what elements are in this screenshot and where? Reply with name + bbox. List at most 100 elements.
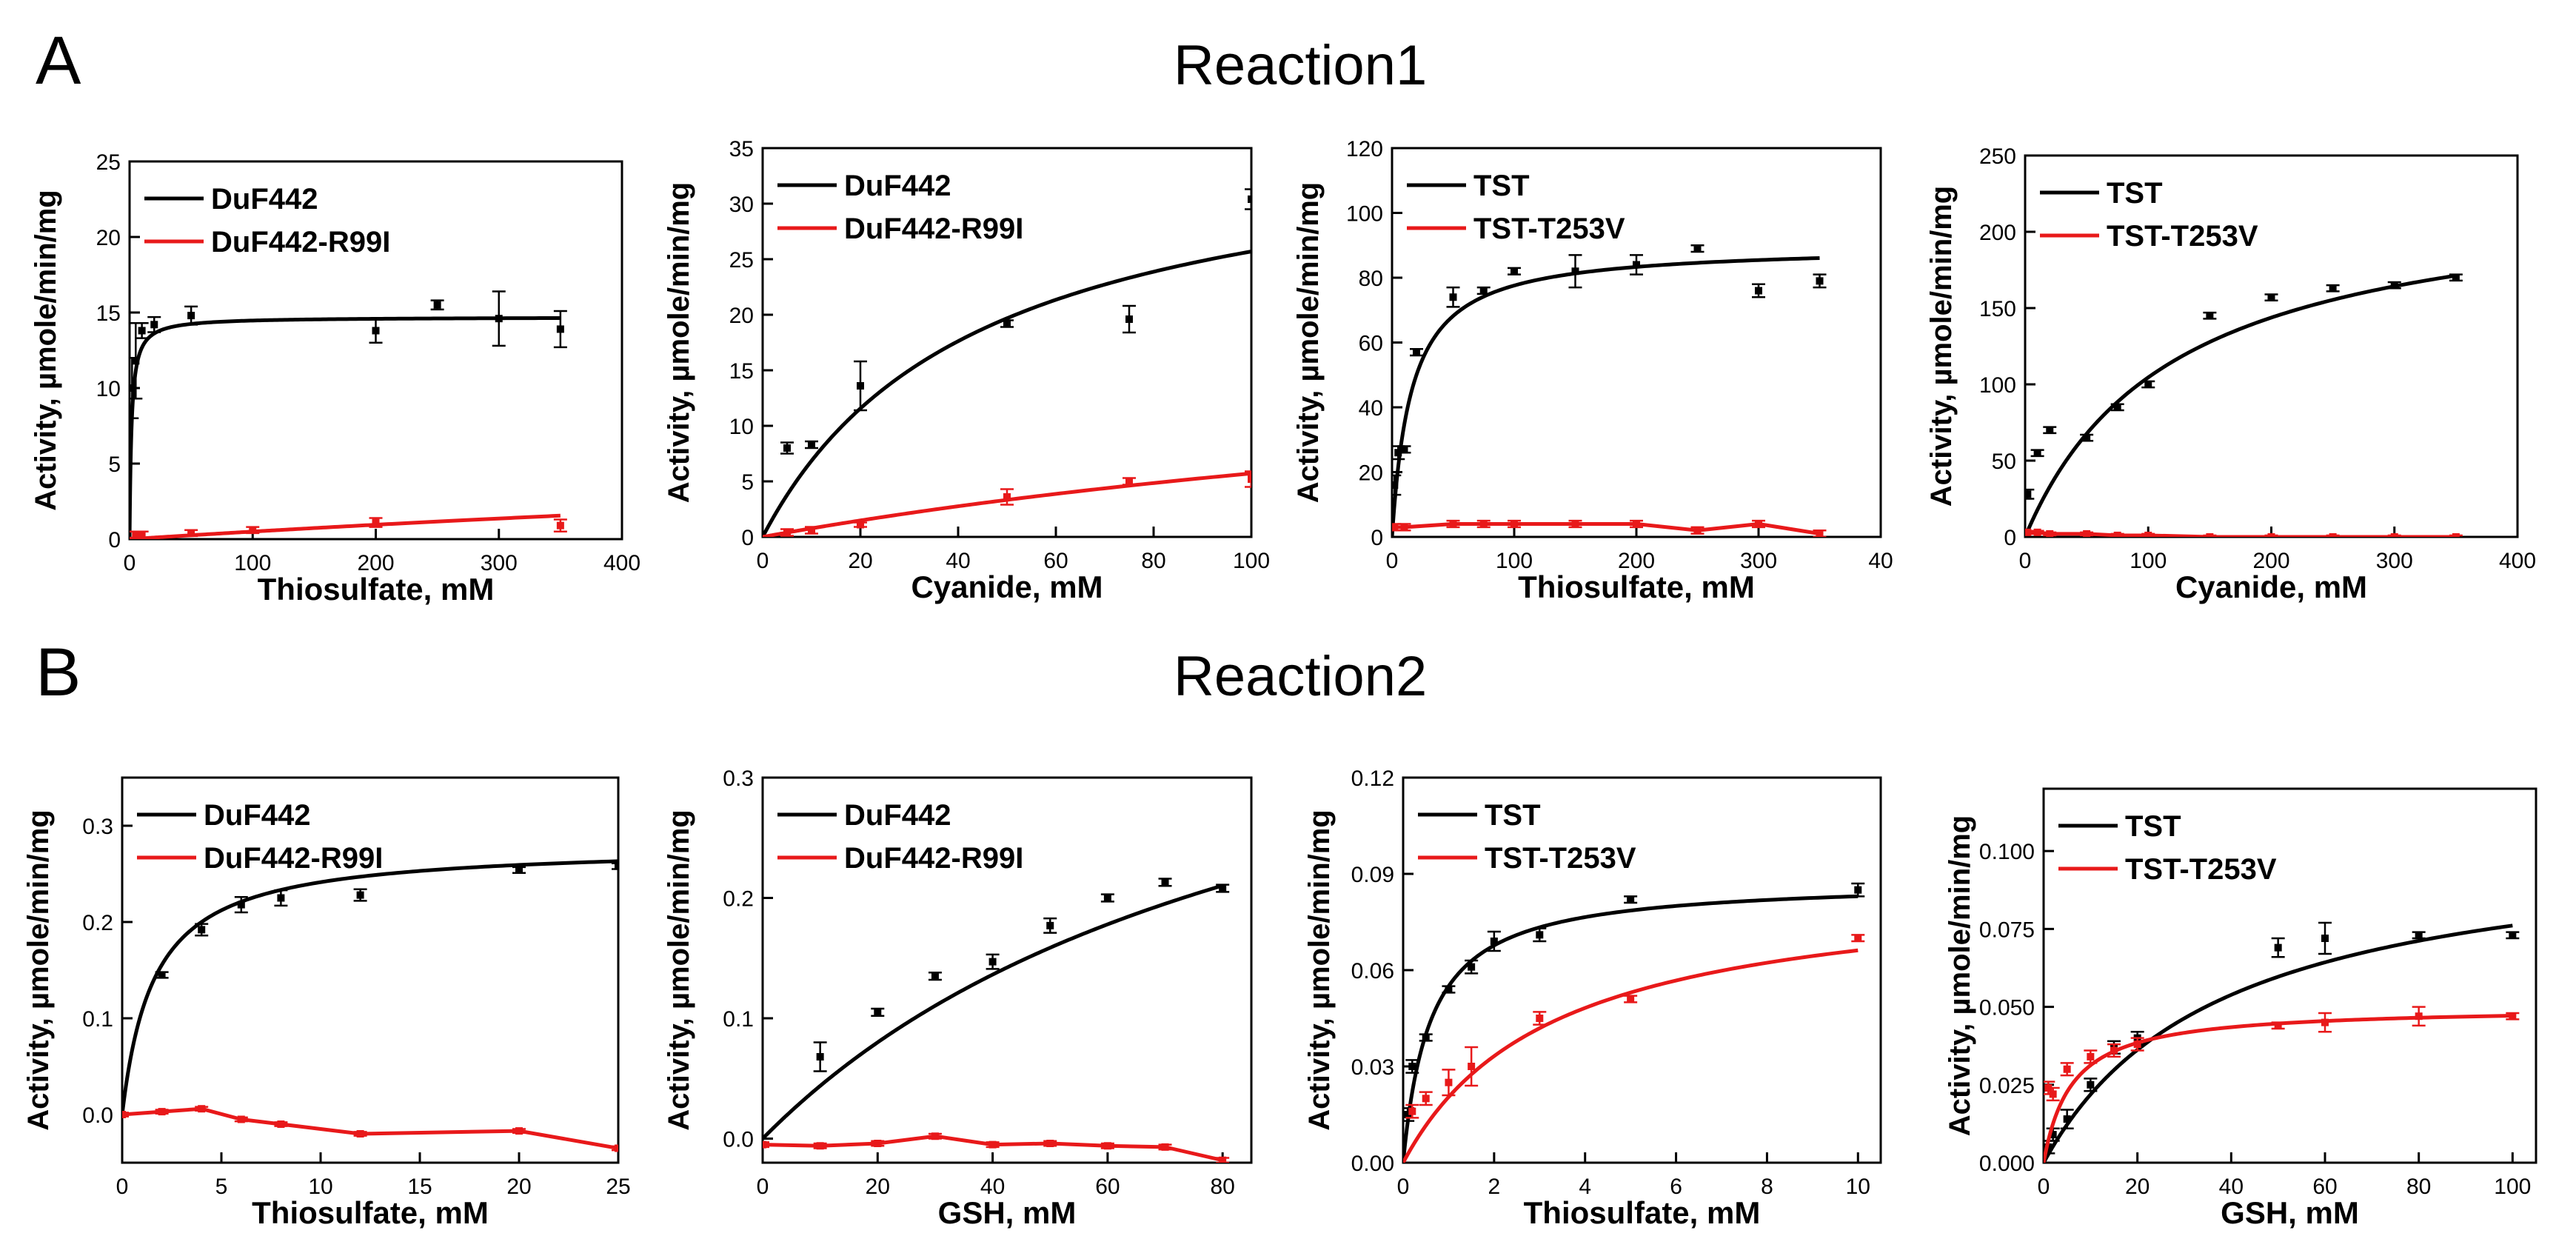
- legend-entry: DuF442: [844, 799, 951, 832]
- data-point: [2063, 1115, 2071, 1123]
- data-point: [2025, 528, 2032, 536]
- data-point: [433, 301, 441, 309]
- data-point: [1400, 445, 1408, 453]
- x-tick-label: 20: [2125, 1175, 2150, 1199]
- data-point: [1248, 475, 1251, 483]
- plot-frame: [761, 147, 1253, 538]
- data-point: [2390, 281, 2398, 290]
- x-tick-label: 100: [1233, 549, 1270, 573]
- y-tick-label: 0: [108, 528, 121, 552]
- x-tick-label: 300: [1740, 549, 1777, 573]
- data-point: [138, 530, 146, 538]
- y-tick-label: 25: [96, 150, 121, 175]
- x-tick-label: 0: [757, 549, 769, 573]
- y-axis-label: Activity, µmole/min/mg: [1292, 182, 1325, 504]
- legend-entry: TST-T253V: [1473, 213, 1625, 245]
- series-fit-line: [122, 859, 618, 1117]
- y-tick-label: 0.2: [723, 887, 754, 912]
- series-2: [2025, 528, 2463, 537]
- data-point: [1125, 478, 1133, 485]
- data-point: [556, 325, 564, 333]
- data-point: [198, 926, 206, 934]
- x-tick-label: 40: [2219, 1175, 2244, 1199]
- y-axis-label: Activity, µmole/min/mg: [663, 809, 695, 1131]
- data-point: [1103, 1142, 1111, 1150]
- y-tick-label: 0.0: [723, 1128, 754, 1152]
- data-point: [1445, 986, 1453, 993]
- data-point: [1627, 995, 1635, 1003]
- x-tick-label-edge: 40: [1868, 549, 1893, 573]
- data-point: [132, 357, 140, 365]
- x-tick-label: 2: [1488, 1175, 1501, 1199]
- y-tick-label: 10: [96, 377, 121, 401]
- data-point: [2046, 530, 2054, 537]
- x-tick-label: 4: [1579, 1175, 1591, 1199]
- row-title-reaction2: Reaction2: [1174, 645, 1428, 708]
- data-point: [150, 321, 158, 329]
- data-point: [2033, 449, 2041, 457]
- data-point: [2509, 1012, 2517, 1020]
- data-point: [2144, 381, 2152, 388]
- plot-data: [130, 290, 567, 539]
- x-tick-label: 60: [2312, 1175, 2337, 1199]
- data-point: [1408, 1107, 1416, 1115]
- legend-entry: DuF442-R99I: [204, 842, 383, 875]
- y-tick-label: 120: [1346, 137, 1383, 161]
- y-tick-label: 100: [1979, 373, 2016, 398]
- data-point: [1413, 348, 1420, 356]
- data-point: [2274, 943, 2282, 952]
- series-2: [763, 1132, 1230, 1163]
- data-point: [515, 1127, 523, 1135]
- y-tick-label: 35: [729, 137, 754, 161]
- data-point: [1046, 921, 1054, 929]
- plot-frame: [2042, 787, 2537, 1164]
- series-2: [122, 1105, 618, 1152]
- legend: TST TST-T253V: [2058, 810, 2277, 886]
- data-point: [1449, 520, 1457, 528]
- data-point: [783, 444, 791, 452]
- y-tick-label: 0.03: [1351, 1055, 1394, 1080]
- x-tick-label: 400: [603, 551, 640, 575]
- x-tick-label: 100: [1496, 549, 1533, 573]
- legend-entry: DuF442: [204, 799, 311, 832]
- data-point: [1422, 1095, 1430, 1103]
- legend-entry: DuF442-R99I: [844, 213, 1023, 245]
- legend-entry: TST: [2125, 810, 2181, 843]
- data-point: [2452, 273, 2460, 281]
- data-point: [2274, 1021, 2282, 1029]
- series-1: [130, 290, 567, 539]
- y-tick-label: 15: [729, 359, 754, 384]
- y-tick-label: 15: [96, 301, 121, 326]
- data-point: [816, 1142, 824, 1150]
- x-tick-label: 10: [308, 1175, 332, 1199]
- y-axis-label: Activity, µmole/min/mg: [22, 809, 55, 1131]
- legend: DuF442 DuF442-R99I: [144, 183, 390, 258]
- y-tick-label: 5: [741, 470, 754, 495]
- data-point: [1633, 261, 1640, 269]
- series-fit-line: [1403, 948, 1859, 1163]
- y-tick-label: 200: [1979, 221, 2016, 245]
- x-tick-label: 200: [1618, 549, 1655, 573]
- data-point: [931, 972, 939, 981]
- data-point: [1468, 963, 1476, 971]
- data-point: [2133, 1040, 2141, 1049]
- data-point: [2083, 434, 2091, 442]
- data-point: [122, 1111, 126, 1118]
- data-point: [187, 312, 195, 320]
- data-point: [356, 891, 364, 899]
- series-fit-line: [763, 250, 1251, 537]
- data-point: [2329, 533, 2337, 537]
- data-point: [2113, 531, 2121, 537]
- x-axis-label: Thiosulfate, mM: [252, 1195, 489, 1230]
- legend: TST TST-T253V: [1418, 799, 1636, 875]
- data-point: [808, 441, 815, 449]
- series-2: [1392, 519, 1827, 537]
- y-tick-label: 0.06: [1351, 959, 1394, 983]
- panel-letter-b: B: [36, 635, 81, 710]
- legend-entry: TST-T253V: [1485, 842, 1636, 875]
- y-tick-label: 0.100: [1979, 840, 2035, 864]
- data-point: [132, 530, 140, 538]
- plot-data: [1392, 244, 1827, 537]
- y-tick-label: 0.09: [1351, 863, 1394, 887]
- y-tick-label: 0.3: [723, 766, 754, 791]
